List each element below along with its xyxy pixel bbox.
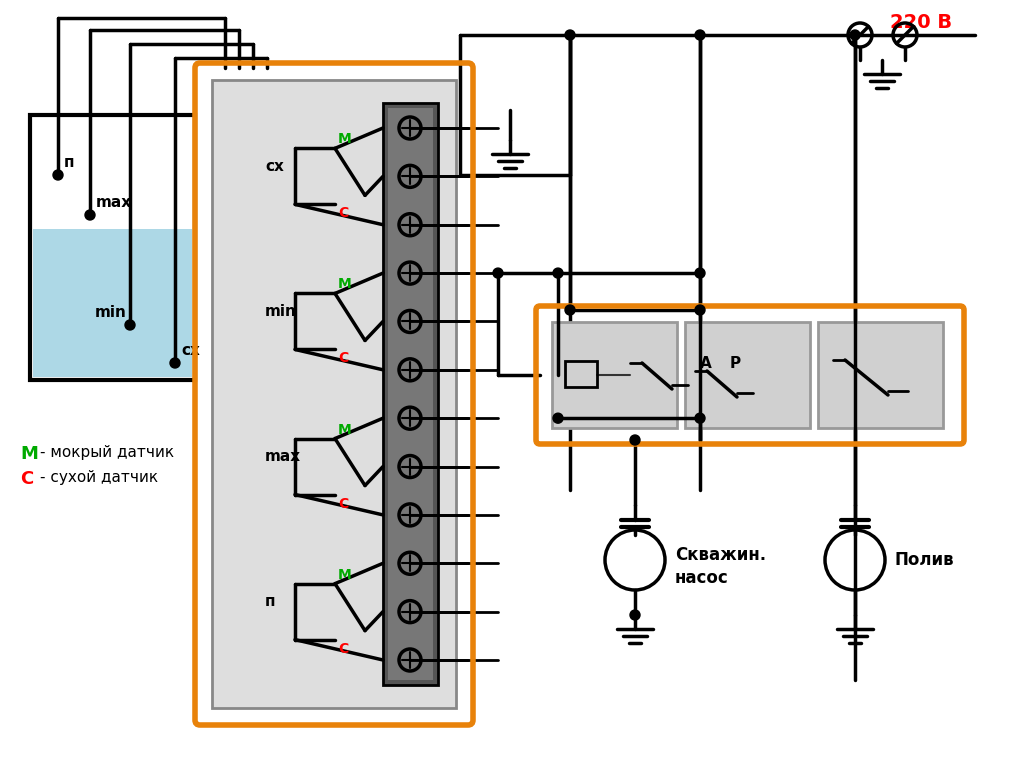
- Circle shape: [695, 268, 705, 278]
- Bar: [552, 322, 677, 428]
- Circle shape: [85, 210, 95, 220]
- Text: - мокрый датчик: - мокрый датчик: [40, 445, 174, 460]
- Circle shape: [565, 305, 575, 315]
- Bar: [388, 108, 433, 680]
- Circle shape: [630, 435, 640, 445]
- Circle shape: [695, 305, 705, 315]
- Circle shape: [553, 268, 563, 278]
- Text: М: М: [338, 278, 351, 292]
- Text: М: М: [20, 445, 38, 463]
- Text: С: С: [338, 497, 348, 511]
- Bar: [30, 115, 195, 380]
- Bar: [212, 80, 456, 708]
- Text: сх: сх: [265, 159, 284, 174]
- Text: min: min: [265, 304, 297, 319]
- Text: М: М: [338, 422, 351, 436]
- Circle shape: [53, 170, 63, 180]
- Text: п: п: [64, 155, 75, 170]
- Circle shape: [630, 610, 640, 620]
- Text: М: М: [338, 132, 351, 146]
- Circle shape: [170, 358, 180, 368]
- Text: п: п: [265, 594, 276, 609]
- Circle shape: [125, 320, 135, 330]
- Circle shape: [695, 30, 705, 40]
- Text: Скважин.: Скважин.: [675, 546, 767, 564]
- Text: насос: насос: [675, 569, 729, 587]
- Bar: [818, 322, 943, 428]
- Text: max: max: [96, 195, 132, 210]
- Text: сх: сх: [181, 343, 200, 358]
- Text: Р: Р: [730, 356, 741, 371]
- Circle shape: [493, 268, 503, 278]
- Text: min: min: [95, 305, 127, 320]
- Text: С: С: [20, 470, 33, 488]
- Bar: [33, 229, 192, 377]
- Bar: [383, 103, 438, 685]
- Text: А: А: [700, 356, 712, 371]
- Circle shape: [553, 413, 563, 423]
- Text: max: max: [265, 449, 301, 464]
- Text: 220 В: 220 В: [890, 13, 952, 31]
- Text: С: С: [338, 642, 348, 655]
- Circle shape: [695, 413, 705, 423]
- Circle shape: [565, 30, 575, 40]
- Bar: [685, 322, 810, 428]
- Text: С: С: [338, 206, 348, 221]
- Text: - сухой датчик: - сухой датчик: [40, 470, 159, 485]
- Text: М: М: [338, 568, 351, 582]
- Bar: [565, 361, 597, 387]
- Text: С: С: [338, 351, 348, 365]
- Circle shape: [850, 30, 860, 40]
- Text: Полив: Полив: [895, 551, 954, 569]
